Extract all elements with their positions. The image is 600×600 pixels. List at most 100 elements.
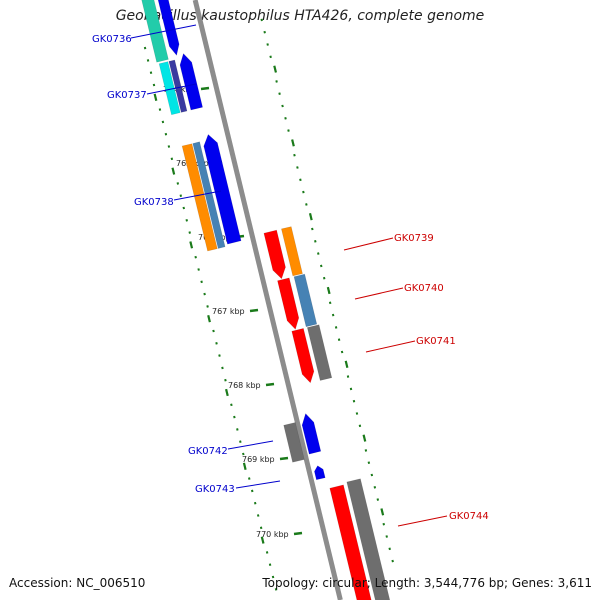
minor-tick xyxy=(212,329,215,333)
major-tick xyxy=(380,508,385,516)
features-layer xyxy=(141,0,391,600)
map-title: Geobacillus kaustophilus HTA426, complet… xyxy=(115,8,485,24)
major-tick xyxy=(225,388,229,397)
minor-tick xyxy=(188,231,191,234)
minor-tick xyxy=(284,116,287,120)
minor-tick xyxy=(170,157,174,161)
major-tick xyxy=(362,434,367,442)
gene-label: GK0744 xyxy=(449,511,489,522)
minor-tick xyxy=(367,461,371,465)
feature-gray-741 xyxy=(306,324,333,381)
major-tick xyxy=(273,65,278,73)
minor-tick xyxy=(317,252,320,255)
gene-label: GK0738 xyxy=(134,197,174,208)
minor-tick xyxy=(346,375,350,378)
minor-tick xyxy=(218,354,221,357)
minor-tick xyxy=(158,108,162,111)
feature-orange-738 xyxy=(181,143,218,252)
minor-tick xyxy=(185,218,188,222)
minor-tick xyxy=(305,203,308,206)
major-tick xyxy=(293,531,303,536)
minor-tick xyxy=(242,452,245,456)
minor-tick xyxy=(230,403,233,407)
feature-gray-742 xyxy=(283,422,305,463)
major-tick xyxy=(200,86,210,91)
feature-navy xyxy=(168,59,188,113)
leader-line xyxy=(365,340,416,353)
minor-tick xyxy=(265,551,269,554)
gene-label: GK0743 xyxy=(195,484,235,495)
minor-tick xyxy=(253,501,257,505)
minor-tick xyxy=(200,280,203,284)
minor-tick xyxy=(260,18,263,22)
leader-line xyxy=(146,83,197,95)
minor-tick xyxy=(278,92,281,96)
feature-cyan xyxy=(158,61,181,116)
leader-line xyxy=(343,237,394,251)
major-tick xyxy=(249,308,259,313)
minor-tick xyxy=(293,153,296,157)
minor-tick xyxy=(248,477,251,480)
feature-steelblue-740 xyxy=(293,273,318,328)
major-tick xyxy=(153,93,158,101)
minor-tick xyxy=(233,415,236,419)
major-tick xyxy=(207,315,211,323)
minor-tick xyxy=(391,559,394,563)
minor-tick xyxy=(269,55,272,59)
major-tick xyxy=(308,213,313,221)
minor-tick xyxy=(256,514,260,517)
feature-orange-739 xyxy=(281,226,303,277)
minor-tick xyxy=(266,43,269,46)
feature-gk0743 xyxy=(314,465,326,481)
feature-gk0737 xyxy=(179,53,203,111)
tick-label: 767 kbp xyxy=(212,307,245,316)
minor-tick xyxy=(281,104,284,108)
minor-tick xyxy=(164,132,168,136)
gene-label: GK0736 xyxy=(92,34,132,45)
gene-label: GK0737 xyxy=(107,90,147,101)
gene-label: GK0741 xyxy=(416,336,456,347)
minor-tick xyxy=(349,387,353,391)
minor-tick xyxy=(299,178,302,182)
minor-tick xyxy=(197,268,200,271)
minor-tick xyxy=(259,526,263,530)
minor-tick xyxy=(167,145,171,148)
minor-tick xyxy=(143,46,147,50)
leader-line xyxy=(130,24,197,39)
minor-tick xyxy=(224,378,227,382)
feature-gk0742 xyxy=(301,413,322,455)
minor-tick xyxy=(176,182,180,185)
minor-tick xyxy=(206,305,209,308)
minor-tick xyxy=(194,255,197,259)
topology-text: Topology: circular; Length: 3,544,776 bp… xyxy=(262,576,592,590)
minor-tick xyxy=(239,440,242,444)
minor-tick xyxy=(274,587,278,591)
feature-gk0740 xyxy=(277,277,300,330)
minor-tick xyxy=(250,489,254,493)
backbone-line xyxy=(192,0,343,600)
major-tick xyxy=(242,462,247,470)
minor-tick xyxy=(376,498,380,501)
minor-tick xyxy=(328,301,332,305)
feature-gk0736 xyxy=(157,0,180,56)
major-tick xyxy=(279,456,289,461)
minor-tick xyxy=(203,292,206,296)
minor-tick xyxy=(268,563,272,567)
minor-tick xyxy=(364,449,368,452)
minor-tick xyxy=(149,71,153,75)
minor-tick xyxy=(221,366,224,370)
tick-label: 770 kbp xyxy=(256,530,289,539)
minor-tick xyxy=(331,313,335,317)
minor-tick xyxy=(296,166,299,169)
minor-tick xyxy=(302,190,305,194)
minor-tick xyxy=(370,473,374,477)
feature-gray-744 xyxy=(346,478,391,600)
minor-tick xyxy=(320,264,323,268)
minor-tick xyxy=(263,30,266,34)
leader-line xyxy=(354,287,404,300)
feature-gk0736-teal xyxy=(141,0,169,63)
major-tick xyxy=(344,360,349,368)
minor-tick xyxy=(382,522,385,526)
major-tick xyxy=(260,536,265,544)
